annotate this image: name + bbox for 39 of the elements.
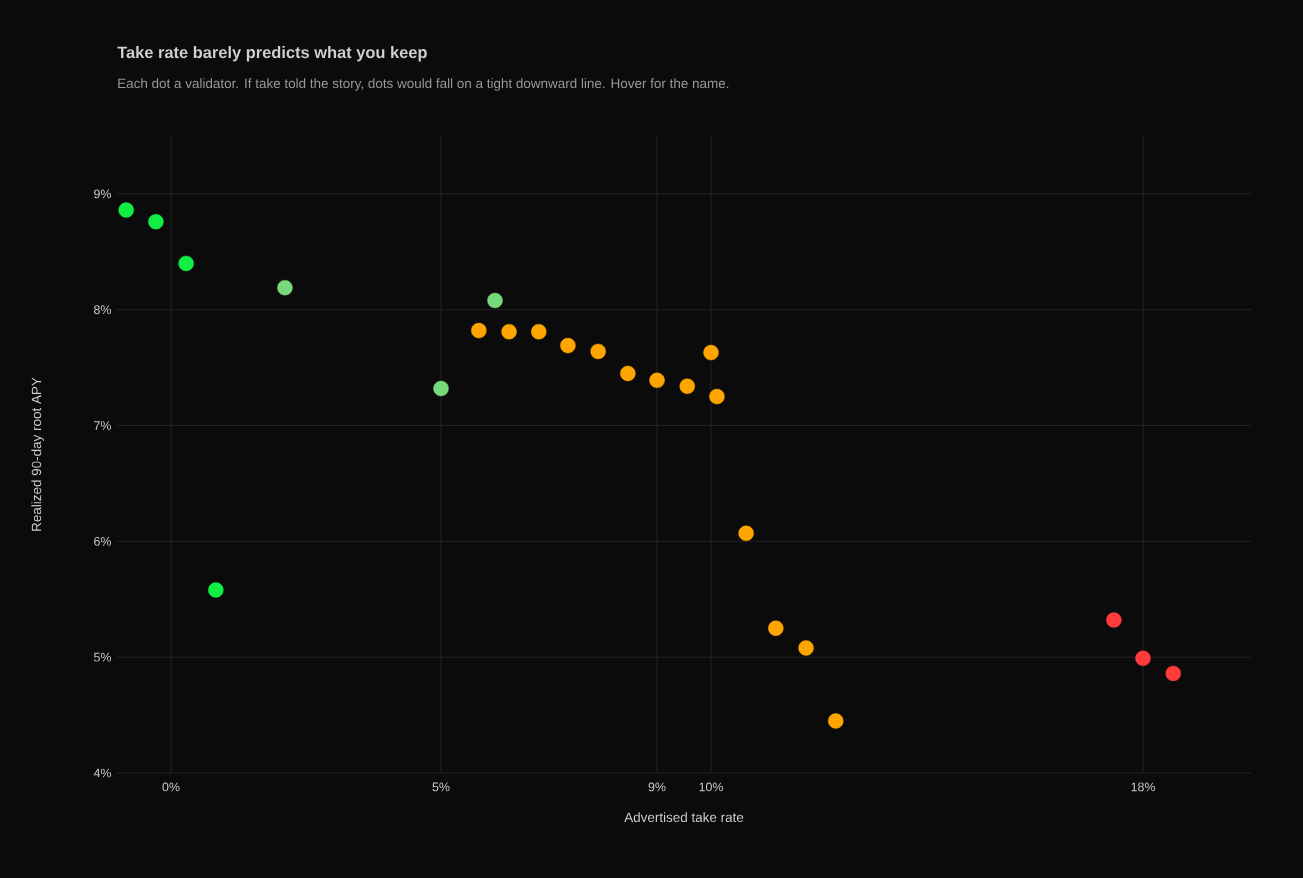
x-tick-label: 0% xyxy=(162,782,180,792)
x-tick-label: 10% xyxy=(699,782,724,792)
y-tick-label: 9% xyxy=(94,189,112,199)
point xyxy=(828,713,844,729)
point xyxy=(1106,612,1122,628)
point xyxy=(679,378,695,394)
point xyxy=(208,582,224,598)
x-tick-label: 9% xyxy=(648,782,666,792)
chart-subtitle: Each dot a validator. If take told the story, dots would fall on a tight downward line. Hover for the name. xyxy=(118,78,729,91)
point xyxy=(277,280,293,296)
point xyxy=(471,322,487,339)
y-tick-label: 8% xyxy=(94,305,112,315)
y-tick-label: 5% xyxy=(93,652,112,662)
point xyxy=(1165,665,1181,682)
y-tick-label: 7% xyxy=(94,421,112,430)
y-tick-label: 6% xyxy=(94,536,112,546)
point xyxy=(620,365,636,382)
point xyxy=(649,372,665,389)
x-tick-label: 18% xyxy=(1131,782,1156,792)
point xyxy=(590,343,606,360)
chart-title: Take rate barely predicts what you keep xyxy=(117,46,427,62)
point xyxy=(1135,650,1151,667)
point xyxy=(709,388,725,405)
x-axis-title: Advertised take rate xyxy=(624,812,744,823)
y-tick-label: 4% xyxy=(93,768,112,778)
x-tick-label: 5% xyxy=(432,782,450,792)
point xyxy=(178,255,194,272)
point xyxy=(798,640,814,656)
point xyxy=(531,324,547,340)
point xyxy=(501,324,517,340)
y-axis-title: Realized 90-day root APY xyxy=(31,377,44,531)
point xyxy=(487,292,503,309)
point xyxy=(768,620,784,636)
point xyxy=(118,202,134,218)
point xyxy=(433,380,449,397)
point xyxy=(560,337,576,354)
point xyxy=(148,213,164,230)
point xyxy=(703,344,719,361)
point xyxy=(738,525,754,541)
